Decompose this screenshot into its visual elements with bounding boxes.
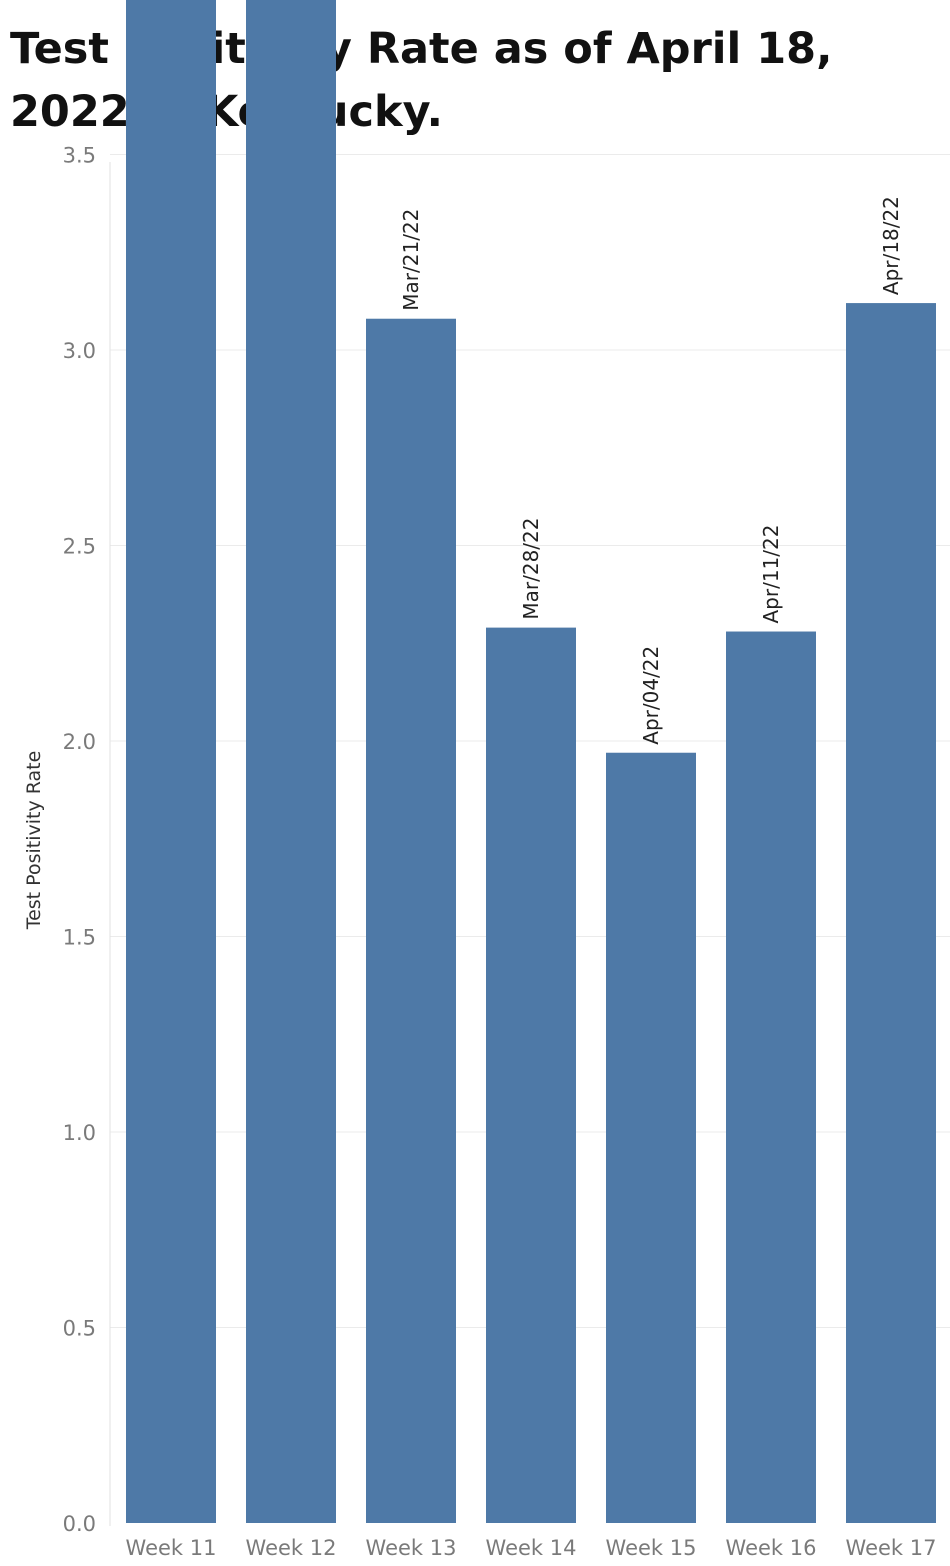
bar-data-label: Mar/28/22 bbox=[519, 518, 543, 620]
bar bbox=[246, 0, 336, 1523]
y-tick-label: 0.5 bbox=[63, 1317, 96, 1341]
y-axis-title: Test Positivity Rate bbox=[23, 751, 45, 931]
bar bbox=[126, 0, 216, 1523]
bar bbox=[726, 631, 816, 1523]
y-tick-label: 1.5 bbox=[63, 926, 96, 950]
bar-data-label: Apr/18/22 bbox=[879, 196, 903, 295]
bar bbox=[606, 752, 696, 1523]
y-tick-label: 2.0 bbox=[63, 730, 96, 754]
y-tick-label: 2.5 bbox=[63, 535, 96, 559]
y-tick-label: 3.5 bbox=[63, 144, 96, 168]
x-tick-label: Week 13 bbox=[366, 1536, 457, 1560]
data-labels: Mar/07/22Mar/14/22Mar/21/22Mar/28/22Apr/… bbox=[399, 196, 903, 745]
y-axis-ticks: 0.00.51.01.52.02.53.03.54.04.55.05.56.06… bbox=[63, 144, 96, 1537]
x-tick-label: Week 11 bbox=[126, 1536, 217, 1560]
x-tick-label: Week 17 bbox=[846, 1536, 937, 1560]
y-tick-label: 1.0 bbox=[63, 1121, 96, 1145]
bars bbox=[126, 0, 936, 1524]
x-tick-label: Week 12 bbox=[246, 1536, 337, 1560]
y-tick-label: 3.0 bbox=[63, 339, 96, 363]
x-tick-label: Week 16 bbox=[726, 1536, 817, 1560]
x-tick-label: Week 14 bbox=[486, 1536, 577, 1560]
bar-data-label: Mar/21/22 bbox=[399, 209, 423, 311]
bar bbox=[846, 303, 936, 1524]
bar-data-label: Apr/04/22 bbox=[639, 646, 663, 745]
x-axis-ticks: Week 11 Week 12 Week 13 Week 14 Week 15 Week … bbox=[126, 1536, 937, 1560]
bar bbox=[366, 318, 456, 1524]
bar bbox=[486, 627, 576, 1523]
x-tick-label: Week 15 bbox=[606, 1536, 697, 1560]
bar-data-label: Apr/11/22 bbox=[759, 525, 783, 624]
y-tick-label: 0.0 bbox=[63, 1512, 96, 1536]
